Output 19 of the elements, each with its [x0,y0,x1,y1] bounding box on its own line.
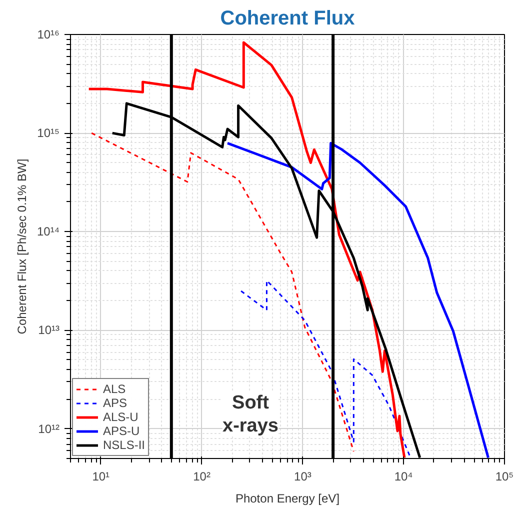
y-tick-label: 10¹² [38,422,60,436]
x-tick-label: 10⁴ [394,470,413,484]
x-axis-title: Photon Energy [eV] [235,492,340,506]
y-tick-label: 10¹⁴ [37,224,60,239]
x-tick-label: 10³ [294,470,312,484]
legend-label: APS-U [103,424,140,438]
legend-label: NSLS-II [103,438,146,452]
chart-title: Coherent Flux [220,8,355,30]
y-tick-label: 10¹⁵ [37,126,60,140]
y-tick-label: 10¹³ [38,323,60,338]
y-tick-label: 10¹⁶ [37,28,60,42]
legend-label: ALS [103,382,126,396]
y-axis-title: Coherent Flux [Ph/sec 0.1% BW] [15,158,29,334]
x-tick-label: 10¹ [92,470,110,484]
legend-label: APS [103,396,128,410]
annotation: Soft x-rays [222,392,279,436]
x-tick-label: 10⁵ [495,470,514,484]
x-tick-label: 10² [193,470,210,484]
legend-label: ALS-U [103,410,138,424]
